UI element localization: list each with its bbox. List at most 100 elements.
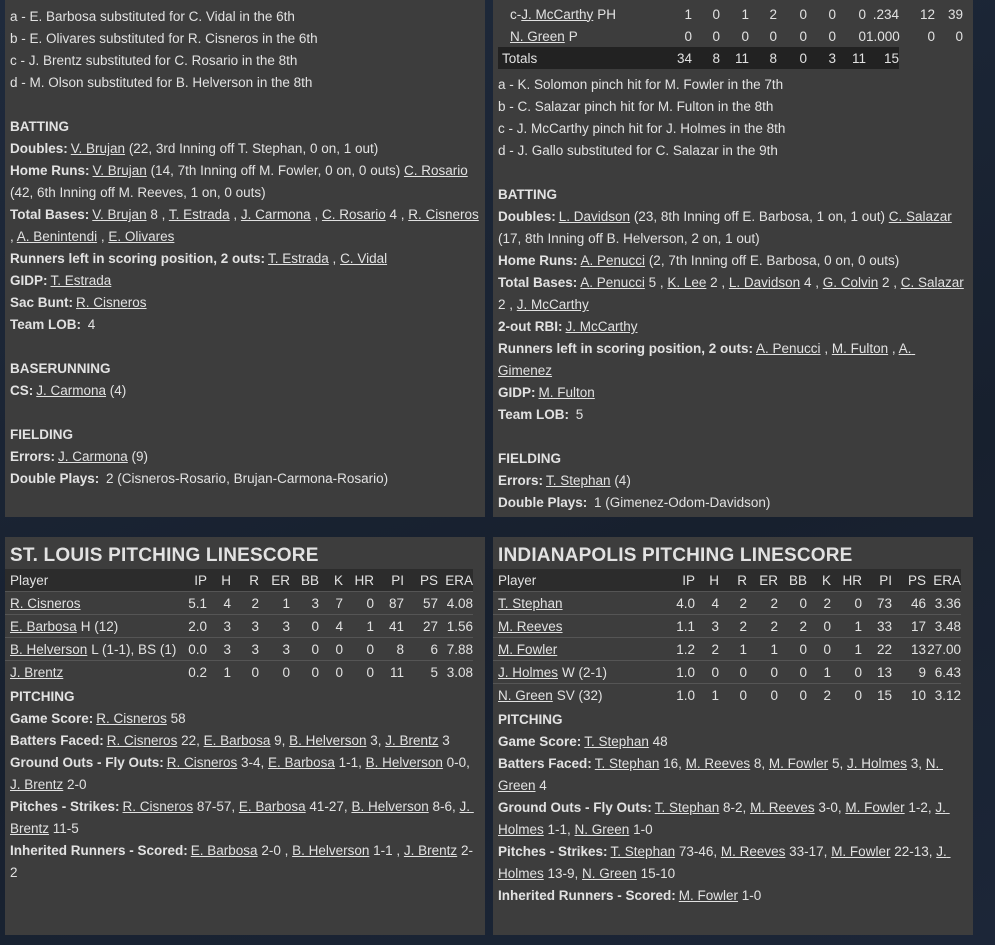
player-link[interactable]: K. Lee (667, 275, 707, 290)
player-link[interactable]: A. Benintendi (16, 229, 98, 244)
player-link[interactable]: C. Salazar (888, 209, 952, 224)
player-link[interactable]: A. Penucci (756, 341, 821, 356)
stat-label: Doubles: (10, 141, 68, 156)
player-link[interactable]: T. Stephan (594, 756, 660, 771)
player-link[interactable]: J. Brentz (10, 777, 64, 792)
player-link[interactable]: R. Cisneros (122, 799, 194, 814)
player-link[interactable]: N. Green (498, 756, 943, 793)
player-link[interactable]: J. Carmona (240, 207, 311, 222)
player-link[interactable]: N. Green (574, 822, 630, 837)
stat-line: Game Score: T. Stephan 48 (498, 731, 968, 753)
player-link[interactable]: C. Rosario (403, 163, 468, 178)
stat-cell: 3 (259, 614, 290, 638)
player-link[interactable]: M. Reeves (685, 756, 751, 771)
player-link[interactable]: E. Barbosa (203, 733, 271, 748)
player-link[interactable]: E. Barbosa (238, 799, 306, 814)
player-link[interactable]: B. Helverson (292, 843, 370, 858)
player-link[interactable]: M. Fowler (678, 888, 739, 903)
stat-cell: 8 (769, 50, 777, 66)
player-link[interactable]: J. Carmona (58, 449, 128, 464)
player-link[interactable]: N. Green (510, 28, 565, 44)
player-link[interactable]: R. Cisneros (166, 755, 238, 770)
player-link[interactable]: E. Barbosa (10, 618, 77, 634)
player-link[interactable]: J. Holmes (498, 664, 559, 680)
player-link[interactable]: T. Estrada (268, 251, 329, 266)
player-link[interactable]: J. McCarthy (516, 297, 589, 312)
player-link[interactable]: C. Salazar (900, 275, 964, 290)
player-link[interactable]: L. Davidson (728, 275, 801, 290)
stat-line: Ground Outs - Fly Outs: R. Cisneros 3-4, … (10, 752, 480, 796)
player-link[interactable]: B. Helverson (365, 755, 443, 770)
player-link[interactable]: M. Fowler (845, 800, 905, 815)
player-link[interactable]: A. Penucci (580, 275, 645, 290)
player-link[interactable]: R. Cisneros (106, 733, 178, 748)
player-link[interactable]: L. Davidson (558, 209, 631, 224)
player-link[interactable]: T. Stephan (498, 595, 563, 611)
player-link[interactable]: M. Reeves (750, 800, 815, 815)
player-link[interactable]: J. Carmona (36, 383, 107, 398)
stat-cell: 0 (858, 28, 866, 44)
stat-text: 3, (366, 733, 386, 748)
player-link[interactable]: M. Fowler (831, 844, 891, 859)
stat-cell: 0 (955, 28, 963, 44)
player-link[interactable]: T. Stephan (654, 800, 720, 815)
player-link[interactable]: J. Brentz (403, 843, 458, 858)
player-link[interactable]: J. Brentz (10, 664, 64, 680)
player-link[interactable]: A. Penucci (580, 253, 646, 268)
player-link[interactable]: M. Reeves (720, 844, 786, 859)
player-link[interactable]: M. Fowler (768, 756, 829, 771)
player-link[interactable]: M. Fowler (498, 641, 558, 657)
player-link[interactable]: J. Brentz (385, 733, 439, 748)
stat-line: Runners left in scoring position, 2 outs… (10, 248, 480, 270)
player-link[interactable]: R. Cisneros (76, 295, 147, 310)
player-link[interactable]: E. Olivares (108, 229, 175, 244)
player-link[interactable]: T. Estrada (50, 273, 112, 288)
player-link[interactable]: E. Barbosa (190, 843, 258, 858)
player-link[interactable]: C. Vidal (340, 251, 388, 266)
player-link[interactable]: T. Stephan (584, 734, 649, 749)
stat-cell: 33 (862, 614, 892, 638)
batting-body: c-J. McCarthy PH 1 0 1 2 0 0 0.234 12 39 N. Green P 0… (498, 3, 963, 69)
pitcher-row: N. Green SV (32) 1.0 1 0 0 0 2 0 15 10 3.12 (493, 683, 961, 706)
player-link[interactable]: J. Holmes (498, 800, 950, 837)
stat-cell: 2 (769, 6, 777, 22)
stat-text: 2-2 (10, 843, 473, 880)
player-link[interactable]: M. Fulton (831, 341, 889, 356)
player-link[interactable]: T. Stephan (610, 844, 676, 859)
player-link[interactable]: J. McCarthy (521, 6, 594, 22)
player-link[interactable]: C. Rosario (321, 207, 386, 222)
stat-cell: 0 (259, 660, 290, 683)
player-link[interactable]: G. Colvin (822, 275, 879, 290)
player-link[interactable]: J. Brentz (10, 799, 474, 836)
player-link[interactable]: N. Green (582, 866, 637, 881)
player-link[interactable]: B. Helverson (10, 641, 88, 657)
player-link[interactable]: M. Fulton (538, 385, 595, 400)
player-link[interactable]: R. Cisneros (408, 207, 479, 222)
stat-label: Errors: (10, 449, 56, 464)
player-link[interactable]: T. Stephan (546, 473, 611, 488)
player-link[interactable]: T. Estrada (168, 207, 230, 222)
stat-text: 22-13, (890, 844, 937, 859)
stat-cell: 1.1 (673, 614, 695, 638)
player-link[interactable]: E. Barbosa (268, 755, 335, 770)
player-link[interactable]: N. Green (498, 687, 553, 703)
column-header: PS (419, 572, 438, 588)
stat-cell: 0 (799, 6, 807, 22)
stat-cell: 3 (695, 614, 719, 638)
batting-table: c-J. McCarthy PH 1 0 1 2 0 0 0.234 12 39 N. Green P 0… (498, 3, 963, 69)
player-link[interactable]: J. McCarthy (565, 319, 638, 334)
player-link[interactable]: R. Cisneros (10, 595, 81, 611)
stat-text: , (97, 229, 109, 244)
player-link[interactable]: M. Reeves (498, 618, 563, 634)
player-link[interactable]: J. Holmes (846, 756, 907, 771)
player-link[interactable]: V. Brujan (70, 141, 126, 156)
player-link[interactable]: R. Cisneros (96, 711, 167, 726)
player-link[interactable]: V. Brujan (92, 163, 147, 178)
player-link[interactable]: J. Holmes (498, 844, 951, 881)
player-link[interactable]: B. Helverson (289, 733, 367, 748)
stat-label: Doubles: (498, 209, 556, 224)
player-link[interactable]: A. Gimenez (498, 341, 916, 378)
player-link[interactable]: V. Brujan (92, 207, 147, 222)
player-link[interactable]: B. Helverson (351, 799, 429, 814)
